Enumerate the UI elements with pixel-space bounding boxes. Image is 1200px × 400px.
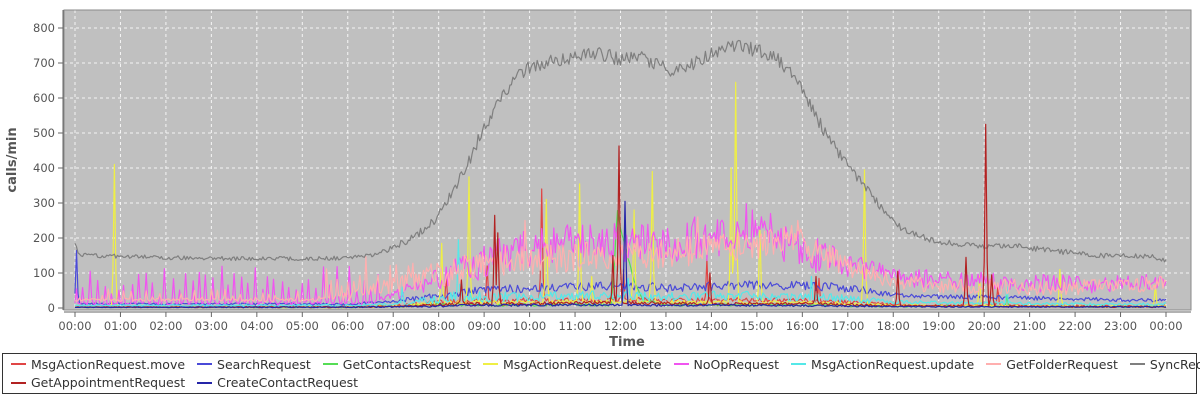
legend-swatch bbox=[673, 363, 689, 366]
x-tick-label: 02:00 bbox=[149, 319, 182, 333]
plot-area: 0 100 200 300 400 500 600 700 800 00:00 01:00 02:00… bbox=[5, 9, 1192, 350]
x-tick-label: 17:00 bbox=[831, 319, 864, 333]
legend-swatch bbox=[322, 363, 338, 366]
x-tick-label: 03:00 bbox=[195, 319, 228, 333]
x-tick-label: 00:00 bbox=[58, 319, 91, 333]
y-tick-label: 500 bbox=[33, 126, 55, 140]
legend-swatch bbox=[197, 381, 213, 384]
x-tick-label: 11:00 bbox=[558, 319, 591, 333]
x-tick-label: 05:00 bbox=[286, 319, 319, 333]
legend-item-getfolderrequest: GetFolderRequest bbox=[980, 357, 1118, 372]
x-tick-label: 00:00 bbox=[1149, 319, 1182, 333]
x-tick-label: 23:00 bbox=[1104, 319, 1137, 333]
legend-swatch bbox=[791, 363, 807, 366]
legend-label: GetFolderRequest bbox=[1006, 356, 1118, 372]
legend-label: MsgActionRequest.update bbox=[811, 356, 975, 372]
y-tick-label: 300 bbox=[33, 196, 55, 210]
legend-row: MsgActionRequest.move SearchRequest GetCon… bbox=[5, 355, 1200, 374]
x-tick-label: 18:00 bbox=[877, 319, 910, 333]
x-tick-label: 13:00 bbox=[649, 319, 682, 333]
y-tick-label: 600 bbox=[33, 91, 55, 105]
legend-label: MsgActionRequest.delete bbox=[502, 356, 662, 372]
y-tick-label: 200 bbox=[33, 231, 55, 245]
y-tick-label: 100 bbox=[33, 266, 55, 280]
legend-swatch bbox=[11, 381, 26, 384]
legend-item-msgactionrequest-move: MsgActionRequest.move bbox=[5, 357, 185, 372]
legend-row: GetAppointmentRequest CreateContactReques… bbox=[5, 374, 1194, 393]
y-tick-label: 700 bbox=[33, 56, 55, 70]
legend-swatch bbox=[986, 363, 1002, 366]
x-tick-label: 04:00 bbox=[240, 319, 273, 333]
legend-item-getcontactsrequest: GetContactsRequest bbox=[317, 357, 471, 372]
legend-swatch bbox=[197, 363, 213, 366]
x-tick-label: 09:00 bbox=[468, 319, 501, 333]
legend-label: SyncRequest bbox=[1149, 356, 1200, 372]
x-tick-label: 12:00 bbox=[604, 319, 637, 333]
y-tick-label: 400 bbox=[33, 161, 55, 175]
x-tick-label: 19:00 bbox=[922, 319, 955, 333]
x-tick-label: 21:00 bbox=[1013, 319, 1046, 333]
legend-item-msgactionrequest-delete: MsgActionRequest.delete bbox=[477, 357, 662, 372]
x-tick-label: 22:00 bbox=[1059, 319, 1092, 333]
y-tick-label: 800 bbox=[33, 21, 55, 35]
x-tick-label: 16:00 bbox=[786, 319, 819, 333]
x-tick-label: 01:00 bbox=[104, 319, 137, 333]
legend-swatch bbox=[11, 363, 26, 366]
x-tick-label: 14:00 bbox=[695, 319, 728, 333]
x-tick-label: 20:00 bbox=[968, 319, 1001, 333]
x-tick-label: 10:00 bbox=[513, 319, 546, 333]
x-tick-label: 15:00 bbox=[740, 319, 773, 333]
legend-label: GetContactsRequest bbox=[342, 356, 471, 372]
chart-legend: MsgActionRequest.move SearchRequest GetCon… bbox=[2, 353, 1200, 394]
y-tick-label: 0 bbox=[48, 301, 55, 315]
y-axis-label: calls/min bbox=[5, 127, 20, 192]
x-axis-label: Time bbox=[609, 335, 645, 350]
legend-item-msgactionrequest-update: MsgActionRequest.update bbox=[785, 357, 974, 372]
legend-label: GetAppointmentRequest bbox=[31, 375, 186, 391]
legend-item-getappointmentrequest: GetAppointmentRequest bbox=[5, 375, 185, 390]
legend-item-syncrequest: SyncRequest bbox=[1124, 357, 1200, 372]
calls-per-min-chart: 0 100 200 300 400 500 600 700 800 00:00 01:00 02:00… bbox=[5, 9, 1192, 350]
legend-swatch bbox=[482, 363, 498, 366]
legend-item-searchrequest: SearchRequest bbox=[191, 357, 311, 372]
legend-label: SearchRequest bbox=[217, 356, 311, 372]
x-tick-label: 07:00 bbox=[377, 319, 410, 333]
x-tick-label: 06:00 bbox=[331, 319, 364, 333]
x-tick-label: 08:00 bbox=[422, 319, 455, 333]
legend-label: NoOpRequest bbox=[693, 356, 780, 372]
legend-label: CreateContactRequest bbox=[217, 375, 359, 391]
legend-swatch bbox=[1129, 363, 1145, 366]
legend-item-nooprequest: NoOpRequest bbox=[668, 356, 780, 372]
legend-item-createcontactrequest: CreateContactRequest bbox=[191, 375, 358, 390]
legend-label: MsgActionRequest.move bbox=[31, 356, 186, 372]
